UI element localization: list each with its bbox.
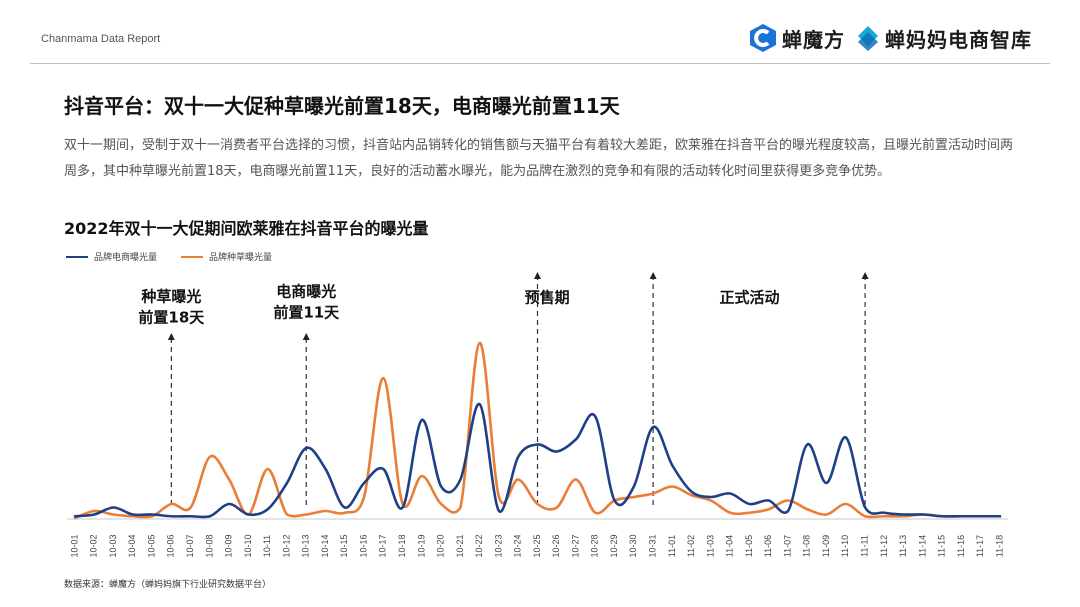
x-tick-label: 11-16 <box>956 535 966 557</box>
logo2-label: 蝉妈妈电商智库 <box>885 27 1032 52</box>
x-tick-label: 10-24 <box>513 534 523 557</box>
legend-item-seeding: 品牌种草曝光量 <box>181 250 272 263</box>
legend-label-ecommerce: 品牌电商曝光量 <box>94 253 158 263</box>
x-tick-label: 10-26 <box>551 534 561 557</box>
x-tick-label: 10-04 <box>127 534 137 557</box>
marker-arrowhead <box>534 272 541 279</box>
x-tick-label: 11-17 <box>975 535 985 557</box>
x-tick-label: 11-12 <box>879 535 889 557</box>
data-source: 数据来源：蝉魔方（蝉妈妈旗下行业研究数据平台） <box>64 580 272 590</box>
legend-item-ecommerce: 品牌电商曝光量 <box>66 250 157 263</box>
x-tick-label: 10-08 <box>204 534 214 557</box>
x-tick-label: 11-09 <box>821 535 831 557</box>
x-tick-label: 11-08 <box>802 535 812 557</box>
x-tick-label: 10-18 <box>397 534 407 557</box>
x-tick-label: 10-22 <box>474 534 484 557</box>
x-tick-label: 11-06 <box>763 535 773 557</box>
annotation-label: 正式活动 <box>719 289 779 307</box>
description: 双十一期间，受制于双十一消费者平台选择的习惯，抖音站内品销转化的销售额与天猫平台… <box>64 138 1014 179</box>
legend-label-seeding: 品牌种草曝光量 <box>209 253 273 263</box>
chart-legend: 品牌电商曝光量 品牌种草曝光量 <box>66 250 272 263</box>
x-tick-label: 10-19 <box>416 534 426 557</box>
x-tick-label: 11-02 <box>686 535 696 557</box>
annotation-label: 前置11天 <box>273 304 340 322</box>
x-tick-label: 10-31 <box>648 534 658 557</box>
x-tick-label: 10-27 <box>570 534 580 557</box>
x-tick-label: 10-11 <box>262 535 272 557</box>
brand-text: Chanmama Data Report <box>41 33 161 45</box>
x-tick-label: 10-29 <box>609 534 619 557</box>
x-tick-label: 10-20 <box>436 534 446 557</box>
x-tick-label: 10-02 <box>89 534 99 557</box>
logo-chanmama: 蝉妈妈电商智库 <box>855 24 1032 53</box>
logo1-label: 蝉魔方 <box>782 27 845 52</box>
x-tick-label: 10-10 <box>243 534 253 557</box>
series-line-seeding <box>73 341 1002 520</box>
x-tick-label: 11-03 <box>705 535 715 557</box>
x-tick-label: 11-07 <box>782 535 792 557</box>
x-tick-label: 10-16 <box>358 534 368 557</box>
marker-arrowhead <box>167 333 175 340</box>
annotation-label: 种草曝光 <box>140 288 201 306</box>
x-tick-label: 11-13 <box>898 535 908 557</box>
page-title: 抖音平台：双十一大促种草曝光前置18天，电商曝光前置11天 <box>64 94 620 118</box>
marker-arrowhead <box>302 333 310 340</box>
marker-arrowhead <box>861 272 869 279</box>
logo-chanmofang: 蝉魔方 <box>748 23 845 53</box>
x-tick-label: 10-13 <box>301 534 311 557</box>
header-divider <box>30 63 1050 64</box>
x-tick-label: 10-09 <box>224 534 234 557</box>
x-tick-label: 11-04 <box>725 535 735 557</box>
x-tick-label: 10-15 <box>339 534 349 557</box>
x-tick-label: 10-25 <box>532 534 542 557</box>
x-tick-label: 10-07 <box>185 534 195 557</box>
x-tick-label: 10-05 <box>146 534 156 557</box>
x-tick-label: 10-23 <box>493 534 503 557</box>
x-tick-label: 10-01 <box>69 534 79 557</box>
marker-arrowhead <box>649 272 657 279</box>
legend-swatch-seeding <box>181 255 204 258</box>
x-tick-label: 11-11 <box>859 535 869 557</box>
x-tick-label: 11-10 <box>840 535 850 557</box>
x-tick-label: 10-17 <box>378 534 388 557</box>
legend-swatch-ecommerce <box>66 255 88 258</box>
x-tick-label: 10-03 <box>108 534 118 557</box>
x-tick-label: 10-28 <box>590 534 600 557</box>
x-tick-label: 10-06 <box>166 534 176 557</box>
x-tick-label: 11-01 <box>667 535 677 557</box>
chart-title: 2022年双十一大促期间欧莱雅在抖音平台的曝光量 <box>64 219 429 238</box>
logo-group: 蝉魔方 蝉妈妈电商智库 <box>748 18 1032 58</box>
x-tick-label: 11-15 <box>937 535 947 557</box>
x-tick-label: 11-18 <box>994 535 1004 557</box>
annotation-label: 前置18天 <box>138 309 205 327</box>
annotation-label: 电商曝光 <box>276 283 336 301</box>
x-tick-label: 10-14 <box>320 534 330 557</box>
chanmama-logo-icon <box>858 26 878 51</box>
series-line-ecommerce <box>73 402 1002 519</box>
x-tick-label: 10-30 <box>628 534 638 557</box>
x-tick-label: 10-12 <box>281 534 291 557</box>
x-tick-label: 11-14 <box>917 535 927 557</box>
annotation-label: 预售期 <box>525 289 570 307</box>
chanmofang-logo-icon <box>750 24 776 52</box>
x-tick-label: 11-05 <box>744 535 754 557</box>
x-tick-label: 10-21 <box>455 534 465 557</box>
